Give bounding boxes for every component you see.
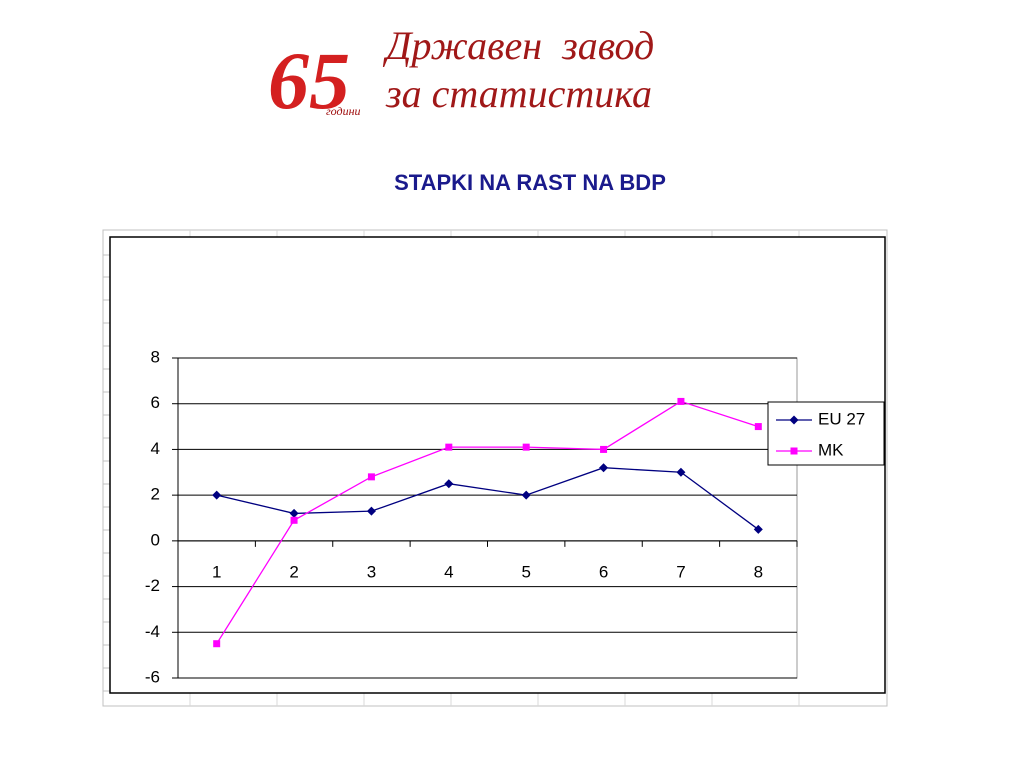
x-tick-label: 4 bbox=[444, 562, 453, 581]
marker bbox=[212, 490, 222, 500]
y-tick-label: -4 bbox=[145, 622, 160, 641]
marker bbox=[444, 479, 454, 489]
x-tick-label: 3 bbox=[367, 562, 376, 581]
legend-box bbox=[767, 401, 885, 466]
x-tick-label: 2 bbox=[289, 562, 298, 581]
x-tick-label: 6 bbox=[599, 562, 608, 581]
marker bbox=[290, 516, 298, 524]
y-tick-label: 4 bbox=[151, 439, 160, 458]
sheet-rows bbox=[103, 254, 110, 692]
sheet bbox=[102, 229, 888, 707]
marker bbox=[754, 423, 762, 431]
x-tick-label: 7 bbox=[676, 562, 685, 581]
marker bbox=[213, 640, 221, 648]
plot-area bbox=[177, 357, 798, 679]
x-tick-label: 1 bbox=[212, 562, 221, 581]
marker bbox=[600, 445, 608, 453]
logo-line2: за статистика bbox=[385, 71, 652, 116]
legend-label: MK bbox=[818, 440, 844, 459]
marker bbox=[753, 524, 763, 534]
chart-title: STAPKI NA RAST NA BDP bbox=[394, 170, 666, 195]
marker bbox=[367, 473, 375, 481]
marker bbox=[789, 415, 799, 425]
x-tick-label: 8 bbox=[754, 562, 763, 581]
marker bbox=[445, 443, 453, 451]
marker bbox=[676, 467, 686, 477]
y-tick-label: 0 bbox=[151, 530, 160, 549]
x-tick-label: 5 bbox=[521, 562, 530, 581]
logo-years: години bbox=[326, 104, 361, 118]
marker bbox=[790, 447, 798, 455]
y-tick-label: 2 bbox=[151, 485, 160, 504]
marker bbox=[366, 506, 376, 516]
marker bbox=[677, 397, 685, 405]
y-tick-label: -2 bbox=[145, 576, 160, 595]
y-tick-label: 6 bbox=[151, 393, 160, 412]
y-tick-label: -6 bbox=[145, 667, 160, 686]
logo-number: 65 bbox=[268, 35, 350, 126]
marker bbox=[522, 443, 530, 451]
legend-label: EU 27 bbox=[818, 409, 865, 428]
y-tick-label: 8 bbox=[151, 347, 160, 366]
series-line bbox=[216, 400, 759, 645]
logo-line1: Државен завод bbox=[382, 23, 654, 68]
marker bbox=[289, 508, 299, 518]
marker bbox=[521, 490, 531, 500]
marker bbox=[599, 463, 609, 473]
